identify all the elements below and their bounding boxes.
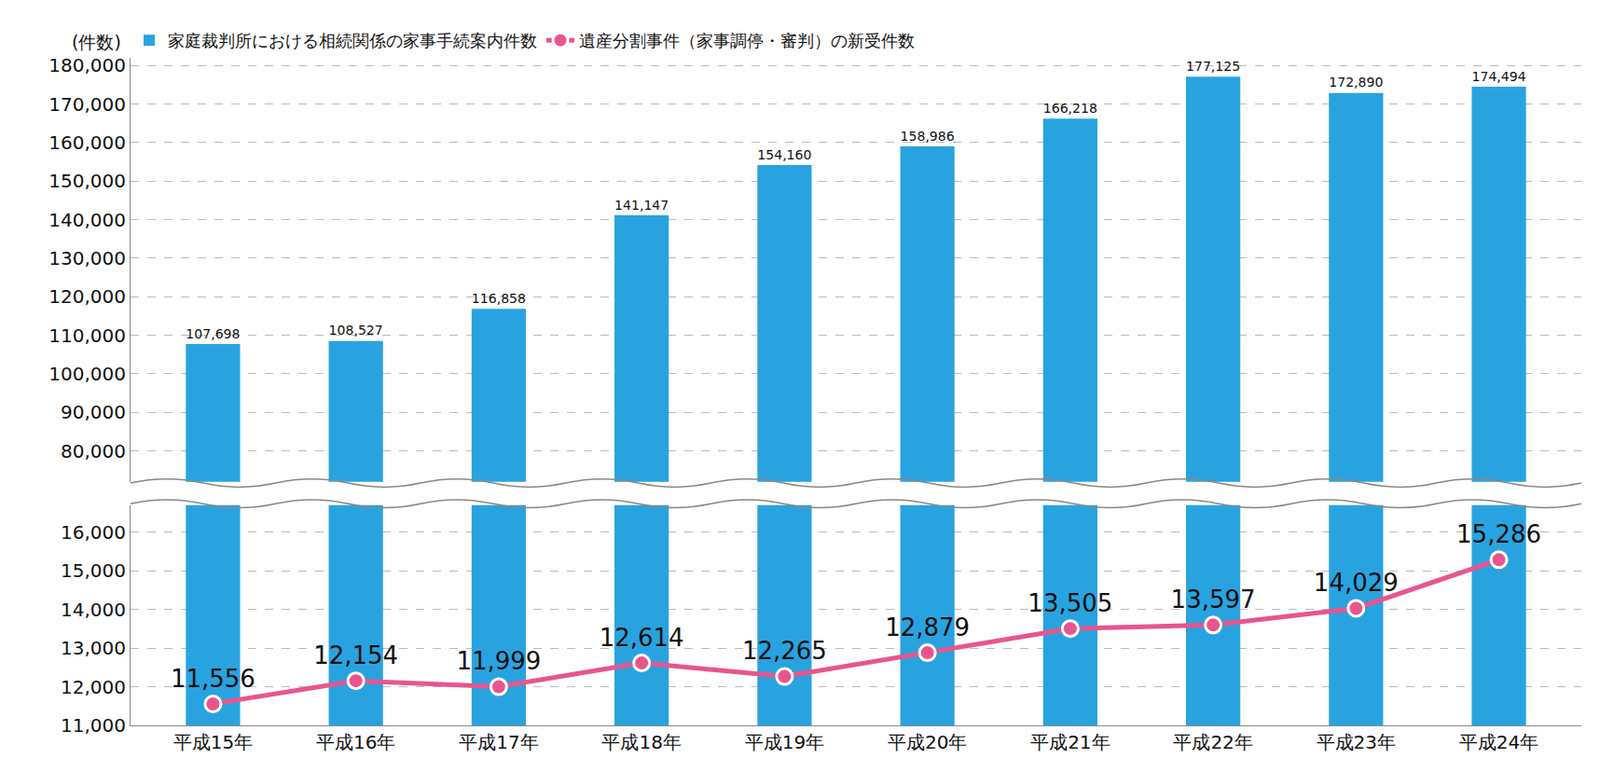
svg-text:150,000: 150,000 bbox=[48, 169, 126, 193]
svg-text:平成22年: 平成22年 bbox=[1172, 731, 1253, 754]
svg-text:平成19年: 平成19年 bbox=[744, 731, 825, 754]
svg-text:12,000: 12,000 bbox=[60, 675, 126, 699]
svg-text:154,160: 154,160 bbox=[757, 147, 812, 163]
svg-text:172,890: 172,890 bbox=[1328, 74, 1383, 90]
svg-text:12,614: 12,614 bbox=[599, 623, 685, 652]
svg-text:平成23年: 平成23年 bbox=[1316, 731, 1396, 754]
svg-text:107,698: 107,698 bbox=[185, 326, 240, 342]
svg-text:120,000: 120,000 bbox=[48, 285, 126, 308]
svg-text:15,000: 15,000 bbox=[60, 559, 126, 582]
svg-text:11,999: 11,999 bbox=[455, 647, 541, 676]
svg-text:家庭裁判所における相続関係の家事手続案内件数: 家庭裁判所における相続関係の家事手続案内件数 bbox=[167, 30, 538, 51]
svg-text:平成21年: 平成21年 bbox=[1030, 731, 1110, 754]
svg-text:130,000: 130,000 bbox=[48, 247, 126, 270]
svg-text:80,000: 80,000 bbox=[60, 440, 126, 463]
svg-text:166,218: 166,218 bbox=[1043, 100, 1098, 116]
svg-text:16,000: 16,000 bbox=[60, 521, 126, 544]
svg-text:13,000: 13,000 bbox=[60, 636, 126, 660]
svg-text:13,505: 13,505 bbox=[1027, 589, 1113, 618]
svg-text:12,879: 12,879 bbox=[884, 613, 970, 642]
svg-text:180,000: 180,000 bbox=[48, 54, 126, 77]
svg-text:13,597: 13,597 bbox=[1171, 585, 1256, 614]
svg-text:11,556: 11,556 bbox=[170, 664, 256, 693]
svg-text:108,527: 108,527 bbox=[329, 322, 384, 338]
svg-text:160,000: 160,000 bbox=[48, 131, 126, 154]
svg-text:14,000: 14,000 bbox=[60, 598, 126, 621]
svg-text:140,000: 140,000 bbox=[48, 208, 126, 232]
svg-text:11,000: 11,000 bbox=[60, 714, 126, 737]
svg-text:12,154: 12,154 bbox=[313, 641, 399, 670]
svg-text:90,000: 90,000 bbox=[60, 400, 126, 424]
svg-text:平成17年: 平成17年 bbox=[458, 731, 538, 754]
svg-text:平成15年: 平成15年 bbox=[173, 731, 253, 754]
svg-text:110,000: 110,000 bbox=[48, 324, 126, 347]
svg-text:170,000: 170,000 bbox=[48, 93, 126, 116]
svg-text:116,858: 116,858 bbox=[471, 290, 526, 306]
svg-text:平成18年: 平成18年 bbox=[601, 731, 681, 754]
svg-text:12,265: 12,265 bbox=[742, 636, 828, 665]
svg-text:141,147: 141,147 bbox=[614, 197, 669, 213]
svg-text:遺産分割事件（家事調停・審判）の新受件数: 遺産分割事件（家事調停・審判）の新受件数 bbox=[579, 30, 915, 51]
svg-text:平成16年: 平成16年 bbox=[316, 731, 396, 754]
svg-text:14,029: 14,029 bbox=[1313, 568, 1399, 597]
svg-text:(件数): (件数) bbox=[71, 31, 122, 53]
svg-text:158,986: 158,986 bbox=[900, 128, 955, 144]
svg-text:平成20年: 平成20年 bbox=[887, 731, 967, 754]
svg-text:174,494: 174,494 bbox=[1471, 68, 1526, 84]
svg-text:15,286: 15,286 bbox=[1456, 520, 1542, 549]
svg-text:177,125: 177,125 bbox=[1186, 58, 1241, 74]
svg-text:100,000: 100,000 bbox=[48, 362, 126, 386]
svg-text:平成24年: 平成24年 bbox=[1459, 731, 1539, 754]
